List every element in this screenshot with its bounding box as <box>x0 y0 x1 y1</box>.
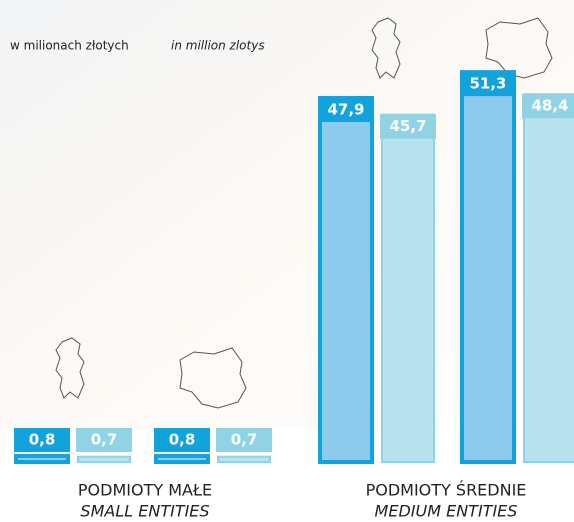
value-box <box>216 428 272 452</box>
value-label: 51,3 <box>469 75 506 93</box>
bar <box>460 70 516 465</box>
bar <box>318 95 374 465</box>
value-box <box>522 94 574 119</box>
bar <box>381 113 435 464</box>
bar <box>77 455 131 463</box>
bar <box>217 455 271 463</box>
value-box <box>460 72 516 97</box>
bar <box>523 93 574 463</box>
bar <box>154 453 210 465</box>
value-box <box>380 114 436 139</box>
value-box <box>14 428 70 452</box>
value-label: 0,7 <box>231 431 258 449</box>
value-box <box>154 428 210 452</box>
value-label: 0,7 <box>91 431 118 449</box>
value-label: 0,8 <box>169 431 196 449</box>
value-box <box>76 428 132 452</box>
poland-outline <box>179 347 247 409</box>
group-label-en: MEDIUM ENTITIES <box>375 502 518 521</box>
value-label: 48,4 <box>531 97 568 115</box>
silesia-outline <box>55 337 85 399</box>
group-label-en: SMALL ENTITIES <box>80 502 209 521</box>
value-label: 0,8 <box>29 431 56 449</box>
value-box <box>318 97 374 122</box>
poland-outline <box>485 17 553 79</box>
unit-label: w milionach złotych <box>10 39 129 53</box>
bar <box>14 453 70 465</box>
value-label: 45,7 <box>389 117 426 135</box>
group-label: PODMIOTY MAŁE <box>78 481 212 500</box>
group-label: PODMIOTY ŚREDNIE <box>366 481 527 500</box>
value-label: 47,9 <box>327 100 364 118</box>
unit-label-en: in million zlotys <box>171 39 265 53</box>
silesia-outline <box>371 17 401 79</box>
